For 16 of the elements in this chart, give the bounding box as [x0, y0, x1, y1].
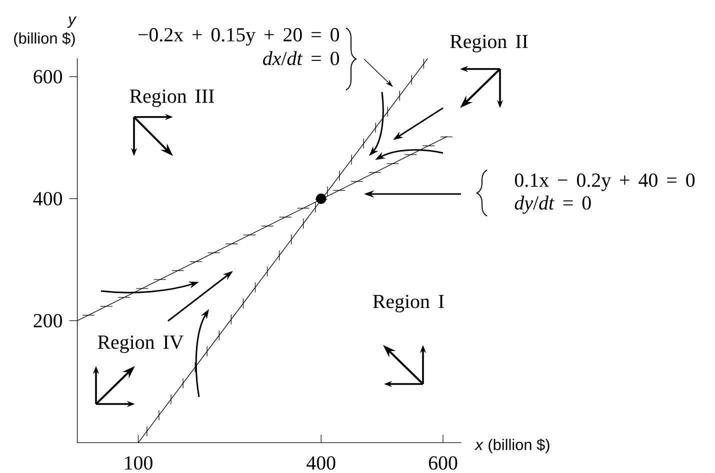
y-axis-title: y (billion $) [14, 16, 77, 47]
x-tick-label: 400 [306, 456, 336, 470]
x-axis-title: x (billion $) [474, 438, 550, 454]
annotation: dx/dt = 0 [263, 51, 340, 66]
x-tick-label: 100 [125, 456, 152, 470]
y-tick-label: 400 [33, 192, 62, 206]
text: dy/dt = 0 [514, 196, 591, 214]
text: 0.1x − 0.2y + 40 = 0 [514, 173, 695, 191]
x-tick-label: 600 [428, 456, 458, 470]
annotation: Region III [130, 90, 214, 107]
annotation: Region IV [98, 336, 184, 353]
y-tick-label: 200 [34, 314, 62, 328]
y-tick-label: 600 [34, 70, 62, 84]
text: Region II [450, 34, 528, 52]
text: −0.2x + 0.15y + 20 = 0 [138, 28, 340, 46]
annotation: Region I [373, 294, 444, 312]
